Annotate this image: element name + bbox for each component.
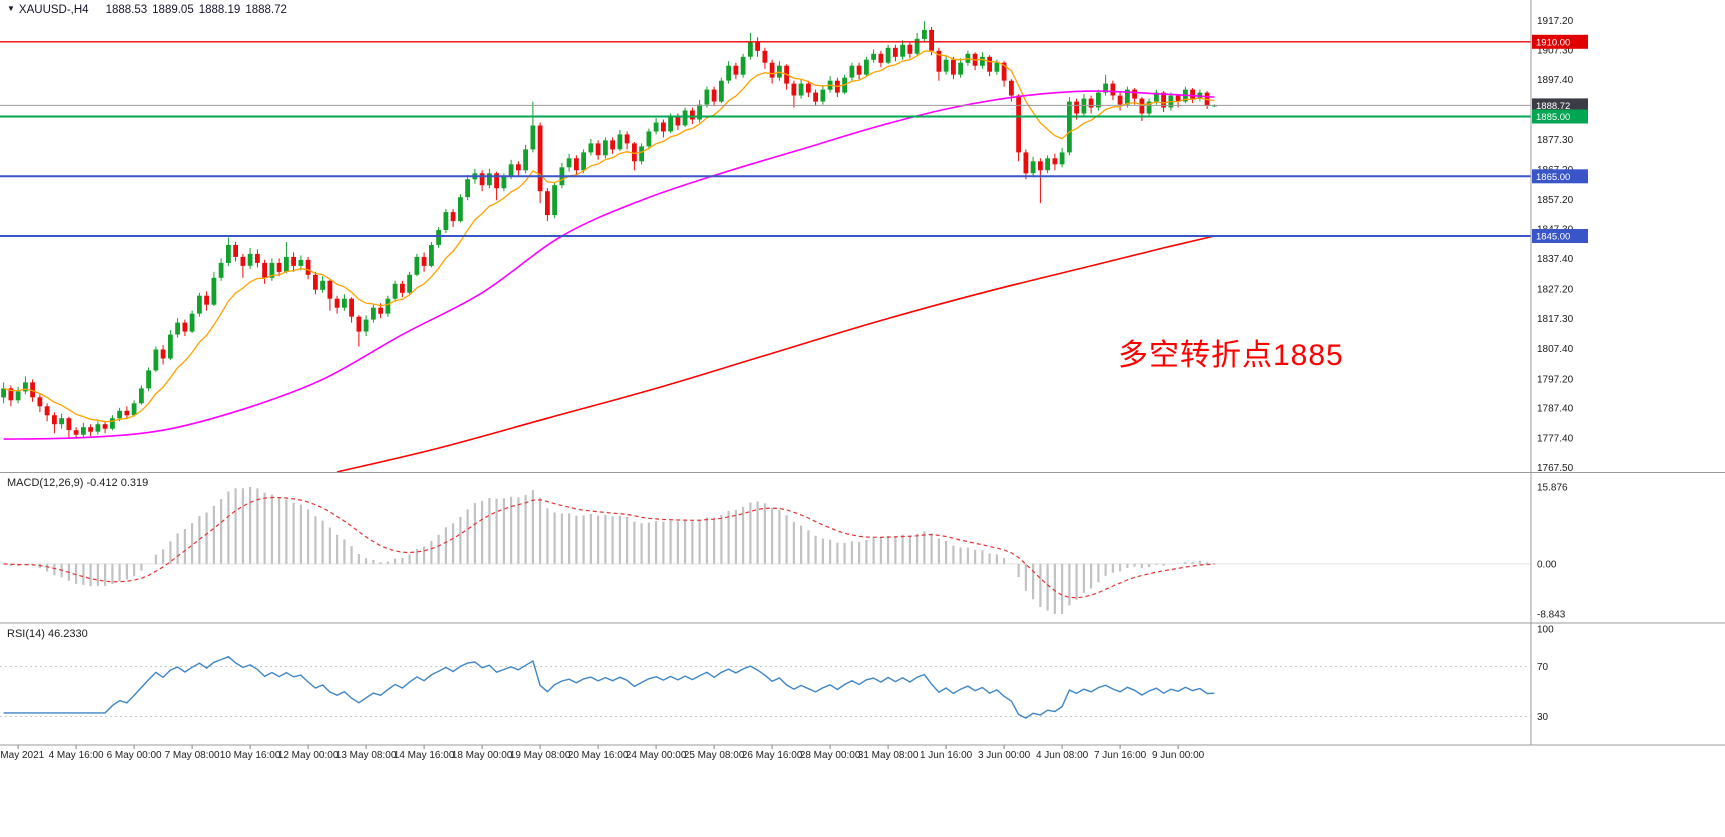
chart-symbol-header: ▼ XAUUSD-,H4 1888.53 1889.05 1888.19 1888.72: [7, 4, 287, 16]
macd-axis-tick: 15.876: [1537, 483, 1568, 494]
svg-text:1888.72: 1888.72: [1536, 101, 1570, 112]
time-axis-label: 1 Jun 16:00: [920, 750, 973, 761]
time-axis-label: 6 May 00:00: [107, 750, 162, 761]
time-axis-label: 20 May 16:00: [568, 750, 629, 761]
svg-text:1865.00: 1865.00: [1536, 172, 1570, 183]
candles-layer: [1, 21, 1217, 440]
time-axis-label: 19 May 08:00: [510, 750, 571, 761]
svg-text:1885.00: 1885.00: [1536, 112, 1570, 123]
time-axis-label: 28 May 00:00: [800, 750, 861, 761]
rsi-indicator-label: RSI(14) 46.2330: [7, 628, 88, 640]
time-axis-label: 14 May 16:00: [394, 750, 455, 761]
price-tag-1885.00[interactable]: 1885.00: [1532, 109, 1588, 124]
time-axis-label: 31 May 08:00: [858, 750, 919, 761]
price-axis-tick: 1787.40: [1537, 404, 1574, 415]
time-axis-label: 4 Jun 08:00: [1036, 750, 1089, 761]
collapse-arrow-icon[interactable]: ▼: [7, 4, 15, 13]
price-axis-tick: 1807.40: [1537, 344, 1574, 355]
macd-axis-tick: 0.00: [1537, 559, 1557, 570]
time-axis-label: 7 Jun 16:00: [1094, 750, 1147, 761]
macd-axis-tick: -8.843: [1537, 610, 1566, 621]
low-value: 1888.19: [198, 4, 241, 16]
time-axis-label: 4 May 16:00: [49, 750, 104, 761]
chart-annotation-text[interactable]: 多空转折点1885: [1118, 339, 1344, 372]
macd-indicator-label: MACD(12,26,9) -0.412 0.319: [7, 477, 149, 489]
svg-text:1845.00: 1845.00: [1536, 232, 1570, 243]
ma-medium-line: [3, 90, 1215, 440]
price-tag-1845.00[interactable]: 1845.00: [1532, 229, 1588, 243]
rsi-line: [3, 655, 1215, 719]
price-axis-tick: 1857.20: [1537, 195, 1574, 206]
time-axis-label: 18 May 00:00: [452, 750, 513, 761]
price-axis-tick: 1797.20: [1537, 374, 1574, 385]
price-axis-tick: 1907.30: [1537, 45, 1574, 56]
rsi-axis-tick: 100: [1537, 625, 1554, 636]
time-axis-label: 12 May 00:00: [278, 750, 339, 761]
ma-slow-line: [336, 235, 1215, 473]
ma-fast-line: [3, 50, 1215, 423]
price-tag-1910.00[interactable]: 1910.00: [1532, 34, 1588, 49]
price-axis-tick: 1877.30: [1537, 135, 1574, 146]
price-axis-tick: 1777.40: [1537, 433, 1574, 444]
price-axis-tick: 1917.20: [1537, 16, 1574, 27]
svg-text:1910.00: 1910.00: [1536, 37, 1570, 48]
time-axis-label: 3 Jun 00:00: [978, 750, 1031, 761]
macd-signal-line: [3, 496, 1215, 599]
rsi-axis-tick: 70: [1537, 662, 1549, 673]
symbol-timeframe-label: XAUUSD-,H4: [18, 4, 89, 16]
price-axis-tick: 1817.30: [1537, 314, 1574, 325]
price-axis-tick: 1827.20: [1537, 285, 1574, 296]
price-axis-tick: 1897.40: [1537, 75, 1574, 86]
macd-histogram: [9, 487, 1216, 614]
time-axis-label: 9 Jun 00:00: [1152, 750, 1205, 761]
time-axis-label: 26 May 16:00: [742, 750, 803, 761]
rsi-axis-tick: 30: [1537, 712, 1549, 723]
time-axis-label: 7 May 08:00: [165, 750, 220, 761]
open-value: 1888.53: [105, 4, 148, 16]
price-tag-1865.00[interactable]: 1865.00: [1532, 169, 1588, 184]
time-axis-label: 13 May 08:00: [336, 750, 397, 761]
price-axis-tick: 1767.50: [1537, 463, 1574, 474]
time-axis-label: 25 May 08:00: [684, 750, 745, 761]
price-tag-1888.72[interactable]: 1888.72: [1532, 98, 1588, 113]
time-axis-label: 24 May 00:00: [626, 750, 687, 761]
high-value: 1889.05: [152, 4, 194, 16]
price-axis-tick: 1837.40: [1537, 254, 1574, 265]
time-axis-label: 10 May 16:00: [220, 750, 281, 761]
close-value: 1888.72: [245, 4, 287, 16]
time-axis-label: 3 May 2021: [0, 750, 45, 761]
